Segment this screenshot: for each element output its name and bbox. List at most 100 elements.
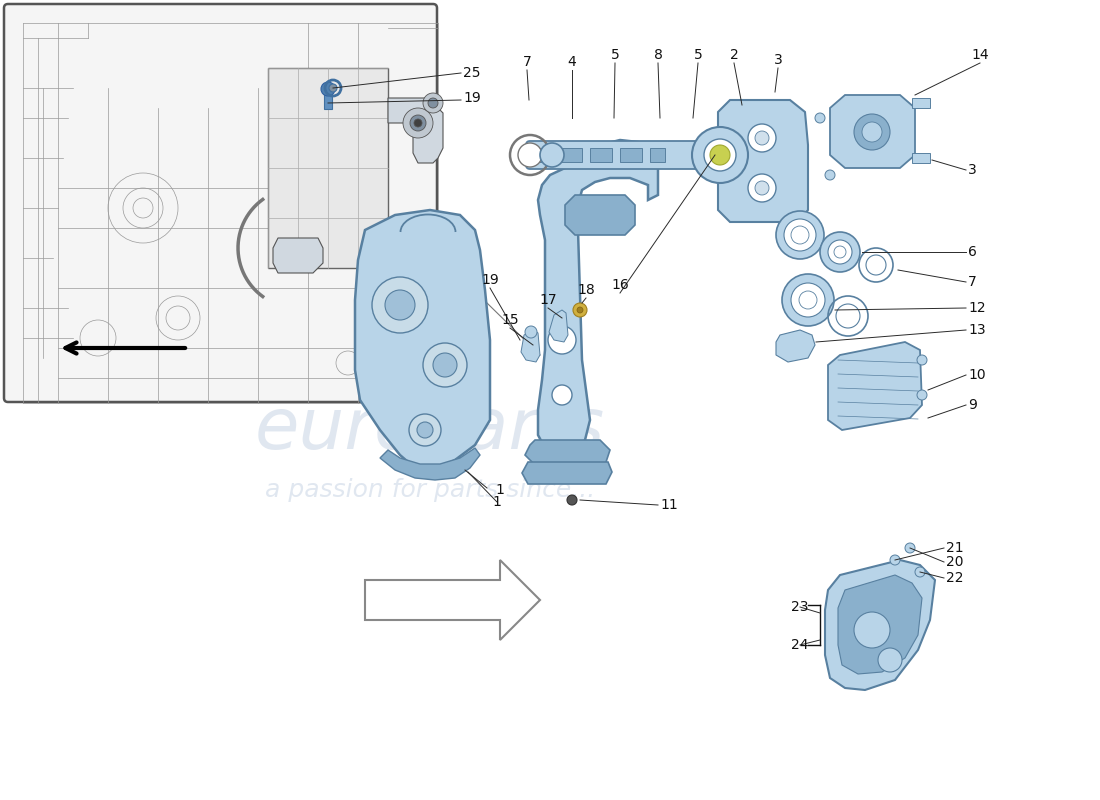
Text: 11: 11 bbox=[660, 498, 678, 512]
FancyBboxPatch shape bbox=[4, 4, 437, 402]
Circle shape bbox=[409, 414, 441, 446]
Polygon shape bbox=[828, 342, 922, 430]
Text: 13: 13 bbox=[968, 323, 986, 337]
Text: 6: 6 bbox=[968, 245, 977, 259]
Circle shape bbox=[692, 127, 748, 183]
FancyBboxPatch shape bbox=[526, 141, 724, 169]
Circle shape bbox=[748, 124, 775, 152]
Text: 12: 12 bbox=[968, 301, 986, 315]
Circle shape bbox=[866, 255, 886, 275]
Text: 1: 1 bbox=[493, 495, 502, 509]
Circle shape bbox=[905, 543, 915, 553]
Circle shape bbox=[854, 612, 890, 648]
Circle shape bbox=[836, 304, 860, 328]
Text: 7: 7 bbox=[968, 275, 977, 289]
Text: 15: 15 bbox=[502, 313, 519, 327]
Circle shape bbox=[433, 353, 456, 377]
Circle shape bbox=[748, 174, 775, 202]
Circle shape bbox=[372, 277, 428, 333]
Text: 22: 22 bbox=[946, 571, 964, 585]
Circle shape bbox=[776, 211, 824, 259]
Text: 4: 4 bbox=[568, 55, 576, 69]
Polygon shape bbox=[776, 330, 815, 362]
Circle shape bbox=[414, 119, 422, 127]
Polygon shape bbox=[525, 440, 610, 465]
Circle shape bbox=[417, 422, 433, 438]
Text: 24: 24 bbox=[791, 638, 808, 652]
Text: 3: 3 bbox=[773, 53, 782, 67]
Circle shape bbox=[890, 555, 900, 565]
Circle shape bbox=[424, 93, 443, 113]
Text: 10: 10 bbox=[968, 368, 986, 382]
Text: 7: 7 bbox=[522, 55, 531, 69]
Circle shape bbox=[791, 226, 808, 244]
Circle shape bbox=[782, 274, 834, 326]
Circle shape bbox=[518, 143, 542, 167]
Circle shape bbox=[552, 385, 572, 405]
Circle shape bbox=[573, 303, 587, 317]
Circle shape bbox=[428, 98, 438, 108]
Text: 9: 9 bbox=[968, 398, 977, 412]
Circle shape bbox=[548, 326, 576, 354]
Circle shape bbox=[834, 246, 846, 258]
Circle shape bbox=[410, 115, 426, 131]
Bar bbox=[560, 148, 582, 162]
Text: 19: 19 bbox=[463, 91, 481, 105]
Circle shape bbox=[566, 495, 578, 505]
Circle shape bbox=[784, 219, 816, 251]
Polygon shape bbox=[718, 100, 808, 222]
Polygon shape bbox=[825, 560, 935, 690]
Polygon shape bbox=[830, 95, 915, 168]
Circle shape bbox=[799, 291, 817, 309]
Polygon shape bbox=[565, 195, 635, 235]
Circle shape bbox=[403, 108, 433, 138]
Polygon shape bbox=[355, 210, 490, 470]
Bar bbox=[324, 89, 332, 109]
Circle shape bbox=[329, 84, 337, 92]
Circle shape bbox=[578, 307, 583, 313]
Circle shape bbox=[424, 343, 468, 387]
Polygon shape bbox=[549, 310, 568, 342]
Polygon shape bbox=[273, 238, 323, 273]
Circle shape bbox=[854, 114, 890, 150]
Circle shape bbox=[825, 170, 835, 180]
Text: 20: 20 bbox=[946, 555, 964, 569]
Text: 19: 19 bbox=[481, 273, 499, 287]
Text: 3: 3 bbox=[968, 163, 977, 177]
Text: 5: 5 bbox=[610, 48, 619, 62]
Polygon shape bbox=[379, 448, 480, 480]
Polygon shape bbox=[522, 462, 612, 484]
Polygon shape bbox=[838, 575, 922, 674]
Bar bbox=[650, 148, 666, 162]
Text: a passion for parts since...: a passion for parts since... bbox=[265, 478, 595, 502]
Polygon shape bbox=[365, 560, 540, 640]
Circle shape bbox=[828, 240, 852, 264]
Polygon shape bbox=[363, 252, 470, 442]
Circle shape bbox=[704, 139, 736, 171]
Text: 1: 1 bbox=[495, 483, 504, 497]
Text: 2: 2 bbox=[729, 48, 738, 62]
Bar bbox=[912, 153, 930, 163]
Bar bbox=[268, 68, 388, 268]
Circle shape bbox=[815, 113, 825, 123]
Text: europarts: europarts bbox=[255, 395, 605, 465]
Bar bbox=[620, 148, 642, 162]
Circle shape bbox=[791, 283, 825, 317]
Text: 8: 8 bbox=[653, 48, 662, 62]
Text: 14: 14 bbox=[971, 48, 989, 62]
Circle shape bbox=[321, 82, 336, 96]
Bar bbox=[912, 98, 930, 108]
Polygon shape bbox=[388, 98, 443, 163]
Circle shape bbox=[820, 232, 860, 272]
Circle shape bbox=[917, 355, 927, 365]
Text: 23: 23 bbox=[791, 600, 808, 614]
Polygon shape bbox=[521, 330, 540, 362]
Circle shape bbox=[862, 122, 882, 142]
Circle shape bbox=[915, 567, 925, 577]
Circle shape bbox=[540, 143, 564, 167]
Text: 17: 17 bbox=[539, 293, 557, 307]
Circle shape bbox=[525, 326, 537, 338]
Circle shape bbox=[755, 131, 769, 145]
Text: 5: 5 bbox=[694, 48, 703, 62]
Circle shape bbox=[755, 181, 769, 195]
